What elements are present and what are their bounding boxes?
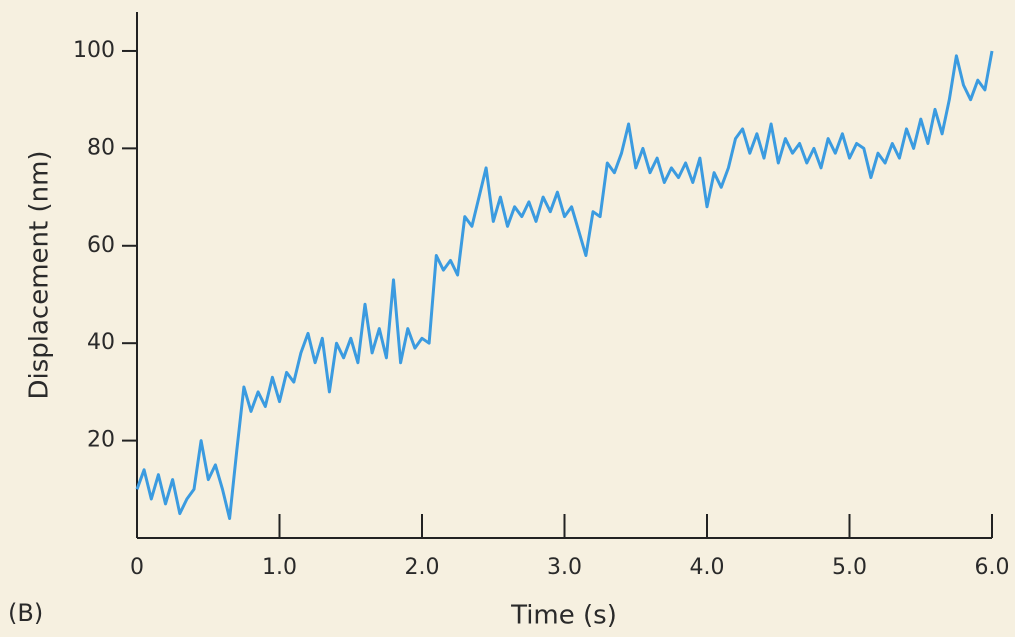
y-tick-label: 100 xyxy=(73,38,115,63)
x-tick-label: 6.0 xyxy=(975,555,1010,580)
x-tick-label: 5.0 xyxy=(832,555,867,580)
x-tick-label: 2.0 xyxy=(405,555,440,580)
y-tick-label: 20 xyxy=(87,428,115,453)
panel-label: (B) xyxy=(8,599,43,627)
x-tick-label: 4.0 xyxy=(690,555,725,580)
data-line xyxy=(135,50,994,520)
x-tick-label: 0 xyxy=(130,555,144,580)
y-tick-label: 60 xyxy=(87,233,115,258)
x-tick-label: 1.0 xyxy=(262,555,297,580)
y-axis-label: Displacement (nm) xyxy=(25,150,55,399)
y-tick-label: 80 xyxy=(87,135,115,160)
x-tick-label: 3.0 xyxy=(547,555,582,580)
x-axis-label: Time (s) xyxy=(510,601,617,631)
y-tick-label: 40 xyxy=(87,330,115,355)
